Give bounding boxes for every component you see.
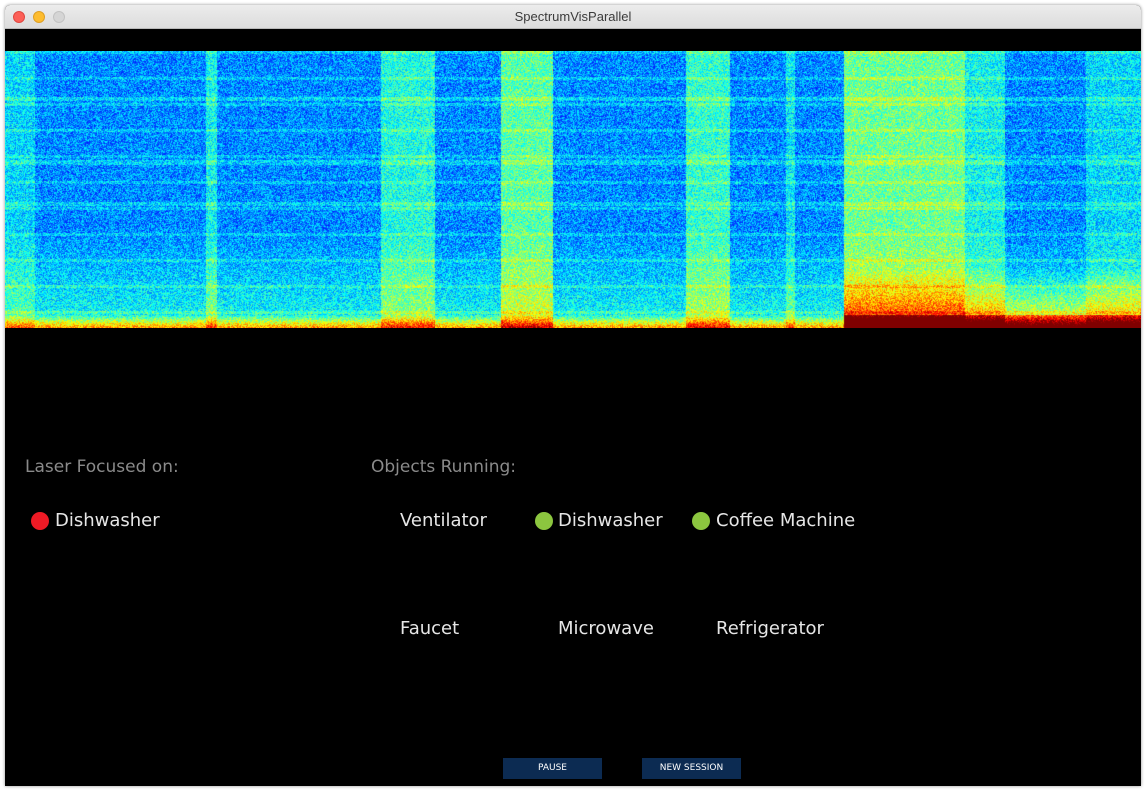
object-dishwasher: Dishwasher (558, 510, 663, 531)
objects-running-heading: Objects Running: (371, 457, 517, 477)
running-indicator-icon (535, 512, 553, 530)
laser-focused-heading: Laser Focused on: (25, 457, 179, 477)
title-bar[interactable]: SpectrumVisParallel (5, 5, 1141, 29)
minimize-window-button[interactable] (33, 11, 45, 23)
object-refrigerator: Refrigerator (716, 618, 824, 639)
new-session-button[interactable]: NEW SESSION (642, 758, 741, 779)
app-window: SpectrumVisParallel Laser Focused on: Di… (5, 5, 1141, 786)
spectrogram (5, 51, 1141, 328)
object-coffee-machine: Coffee Machine (716, 510, 856, 531)
object-microwave: Microwave (558, 618, 654, 639)
close-window-button[interactable] (13, 11, 25, 23)
window-title: SpectrumVisParallel (514, 9, 632, 24)
object-ventilator: Ventilator (400, 510, 487, 531)
main-content: Laser Focused on: Dishwasher Objects Run… (5, 29, 1141, 786)
laser-target-label: Dishwasher (55, 510, 160, 531)
zoom-window-button[interactable] (53, 11, 65, 23)
focus-indicator-icon (31, 512, 49, 530)
pause-button[interactable]: PAUSE (503, 758, 602, 779)
running-indicator-icon (692, 512, 710, 530)
object-faucet: Faucet (400, 618, 460, 639)
